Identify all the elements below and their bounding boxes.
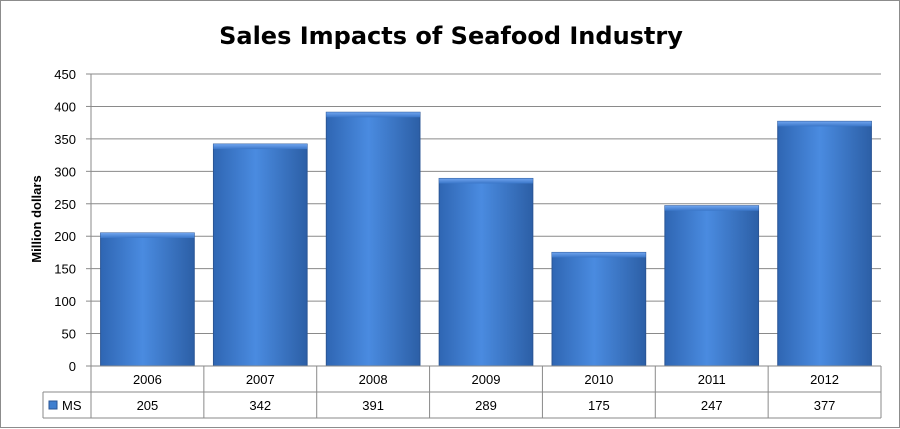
bars (100, 111, 872, 367)
x-category-label: 2012 (810, 372, 839, 387)
bar-2007 (212, 143, 308, 367)
y-tick-label: 150 (54, 262, 76, 277)
bar-top-bevel (664, 205, 759, 211)
bar-2008 (325, 111, 421, 367)
bar-top-bevel (552, 252, 646, 258)
bar-top-bevel (326, 112, 420, 118)
y-tick-label: 200 (54, 229, 76, 244)
data-value-label: 247 (701, 398, 723, 413)
y-tick-label: 350 (54, 132, 76, 147)
data-value-label: 175 (588, 398, 610, 413)
data-table: 2006 2007 2008 2009 2010 2011 2012 MS 205 342 391 2… (42, 365, 882, 419)
y-axis-ticks: 0 50 100 150 200 250 300 350 400 450 (54, 67, 76, 374)
data-value-label: 289 (475, 398, 497, 413)
x-category-label: 2011 (698, 372, 726, 387)
x-category-label: 2008 (359, 372, 388, 387)
data-value-label: 377 (814, 398, 836, 413)
data-value-label: 391 (362, 398, 384, 413)
data-value-label: 342 (249, 398, 271, 413)
y-tick-label: 50 (62, 327, 76, 342)
y-tick-label: 250 (54, 197, 76, 212)
bar-2010 (551, 251, 647, 367)
y-axis-label: Million dollars (29, 175, 44, 262)
x-category-label: 2006 (133, 372, 162, 387)
bar-top-bevel (439, 178, 533, 184)
bar-top-bevel (213, 144, 308, 150)
bar-2012 (777, 120, 872, 367)
series-name: MS (62, 398, 82, 413)
y-tick-label: 300 (54, 164, 76, 179)
legend-key-ms (48, 400, 58, 410)
x-category-label: 2009 (472, 372, 501, 387)
y-tick-label: 0 (69, 359, 76, 374)
bar-top-bevel (100, 232, 195, 238)
data-value-label: 205 (137, 398, 159, 413)
x-category-label: 2010 (584, 372, 613, 387)
y-tick-label: 400 (54, 99, 76, 114)
x-category-label: 2007 (246, 372, 275, 387)
chart-title: Sales Impacts of Seafood Industry (219, 22, 683, 50)
y-tick-label: 450 (54, 67, 76, 82)
bar-2006 (100, 232, 195, 367)
bar-2011 (664, 205, 760, 367)
y-tick-label: 100 (54, 294, 76, 309)
bar-2009 (438, 177, 534, 367)
bar-top-bevel (777, 121, 872, 127)
